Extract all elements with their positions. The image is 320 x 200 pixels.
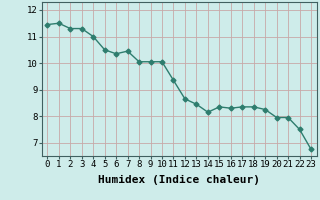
X-axis label: Humidex (Indice chaleur): Humidex (Indice chaleur) bbox=[98, 175, 260, 185]
